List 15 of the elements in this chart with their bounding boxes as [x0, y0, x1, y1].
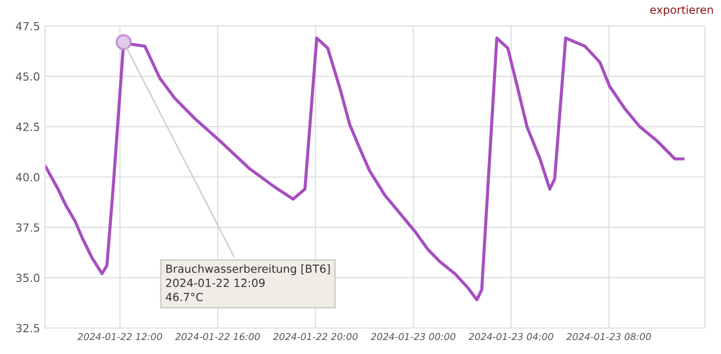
- y-tick-label: 37.5: [16, 223, 40, 232]
- x-tick-label: 2024-01-22 12:00: [77, 333, 162, 340]
- x-tick-label: 2024-01-23 08:00: [566, 333, 651, 340]
- annotation: Brauchwasserbereitung [BT6] 2024-01-22 12:09 46.7°C: [166, 264, 330, 302]
- y-tick-label: 42.5: [16, 122, 40, 132]
- y-tick-label: 40.0: [16, 172, 40, 182]
- x-tick-label: 2024-01-22 20:00: [273, 333, 358, 340]
- text: exportieren: [650, 5, 713, 16]
- y-tick-label: 45.0: [16, 72, 40, 81]
- y-tick-label: 35.0: [16, 274, 40, 282]
- y-tick-label: 32.5: [16, 324, 40, 332]
- x-tick-label: 2024-01-23 00:00: [370, 333, 456, 340]
- x-tick-label: 2024-01-23 04:00: [468, 333, 554, 340]
- x-tick-label: 2024-01-22 16:00: [175, 333, 260, 340]
- y-tick-label: 47.5: [16, 22, 40, 30]
